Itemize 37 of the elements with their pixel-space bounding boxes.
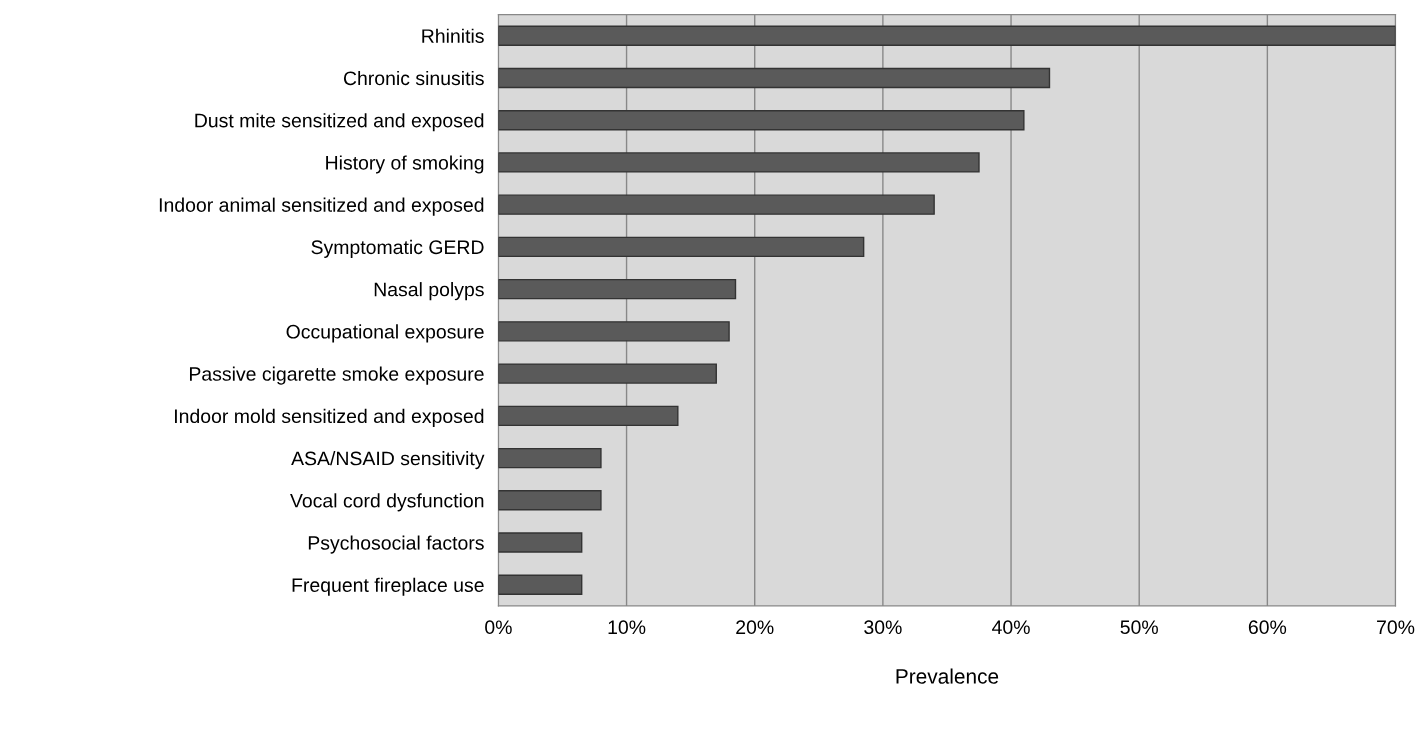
bar	[498, 532, 583, 553]
x-tick-label: 70%	[1377, 620, 1415, 635]
bar	[498, 363, 717, 384]
y-tick-label: Passive cigarette smoke exposure	[189, 366, 484, 385]
bar	[498, 194, 935, 215]
y-tick-label: Symptomatic GERD	[311, 239, 484, 258]
y-tick-label: Vocal cord dysfunction	[290, 493, 484, 512]
y-tick-label: Rhinitis	[422, 28, 484, 43]
x-axis-title: Prevalence	[896, 668, 999, 684]
x-tick-label: 50%	[1120, 620, 1158, 635]
y-tick-label: Frequent fireplace use	[292, 577, 484, 596]
y-tick-label: Indoor animal sensitized and exposed	[159, 197, 484, 216]
bar	[498, 447, 602, 469]
bar	[498, 25, 1396, 46]
bar	[498, 278, 737, 300]
x-tick-label: 60%	[1248, 620, 1287, 635]
y-tick-label: Indoor mold sensitized and exposed	[175, 408, 484, 427]
bar	[498, 321, 730, 342]
bar	[498, 67, 1051, 89]
x-tick-label: 0%	[485, 620, 512, 635]
bar	[498, 109, 1025, 131]
x-tick-label: 30%	[864, 620, 902, 635]
y-tick-label: Occupational exposure	[286, 324, 484, 343]
x-tick-label: 40%	[992, 620, 1030, 635]
bar	[498, 490, 602, 511]
y-tick-label: Chronic sinusitis	[343, 70, 484, 86]
y-tick-label: ASA/NSAID sensitivity	[291, 451, 485, 470]
y-tick-label: Psychosocial factors	[308, 535, 484, 554]
y-tick-label: Nasal polyps	[374, 282, 484, 301]
x-tick-label: 20%	[736, 620, 774, 635]
bar	[498, 236, 865, 258]
x-tick-label: 10%	[608, 620, 646, 635]
y-tick-label: Dust mite sensitized and exposed	[195, 113, 484, 132]
bar	[498, 152, 980, 173]
y-tick-label: History of smoking	[326, 155, 484, 174]
bar	[498, 574, 583, 595]
bar	[498, 405, 679, 427]
